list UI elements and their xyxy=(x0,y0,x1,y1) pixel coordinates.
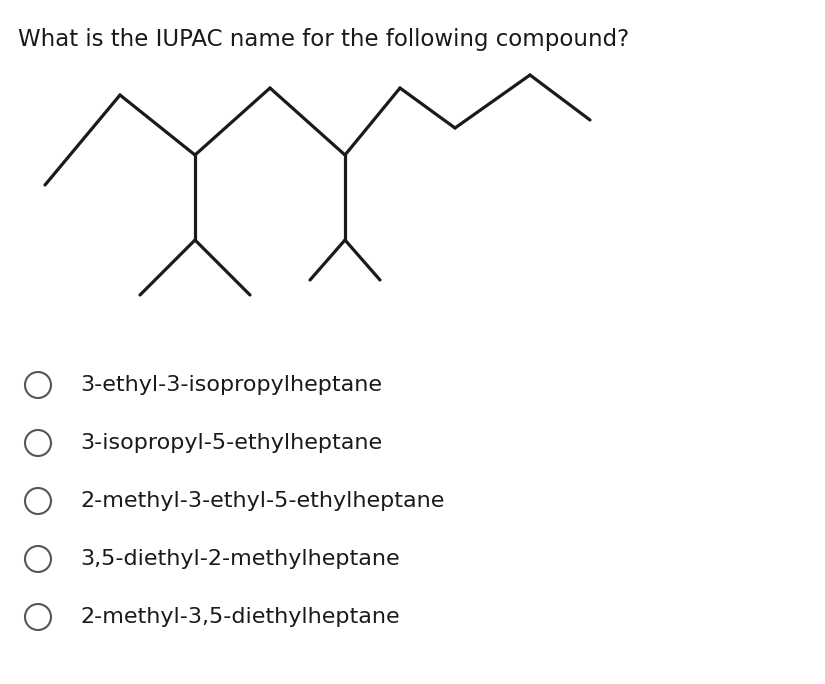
Text: 2-methyl-3,5-diethylheptane: 2-methyl-3,5-diethylheptane xyxy=(80,607,399,627)
Circle shape xyxy=(25,430,51,456)
Circle shape xyxy=(25,604,51,630)
Circle shape xyxy=(25,372,51,398)
Text: 2-methyl-3-ethyl-5-ethylheptane: 2-methyl-3-ethyl-5-ethylheptane xyxy=(80,491,445,511)
Text: 3-ethyl-3-isopropylheptane: 3-ethyl-3-isopropylheptane xyxy=(80,375,382,395)
Text: What is the IUPAC name for the following compound?: What is the IUPAC name for the following… xyxy=(18,28,629,51)
Circle shape xyxy=(25,488,51,514)
Circle shape xyxy=(25,546,51,572)
Text: 3-isopropyl-5-ethylheptane: 3-isopropyl-5-ethylheptane xyxy=(80,433,382,453)
Text: 3,5-diethyl-2-methylheptane: 3,5-diethyl-2-methylheptane xyxy=(80,549,399,569)
